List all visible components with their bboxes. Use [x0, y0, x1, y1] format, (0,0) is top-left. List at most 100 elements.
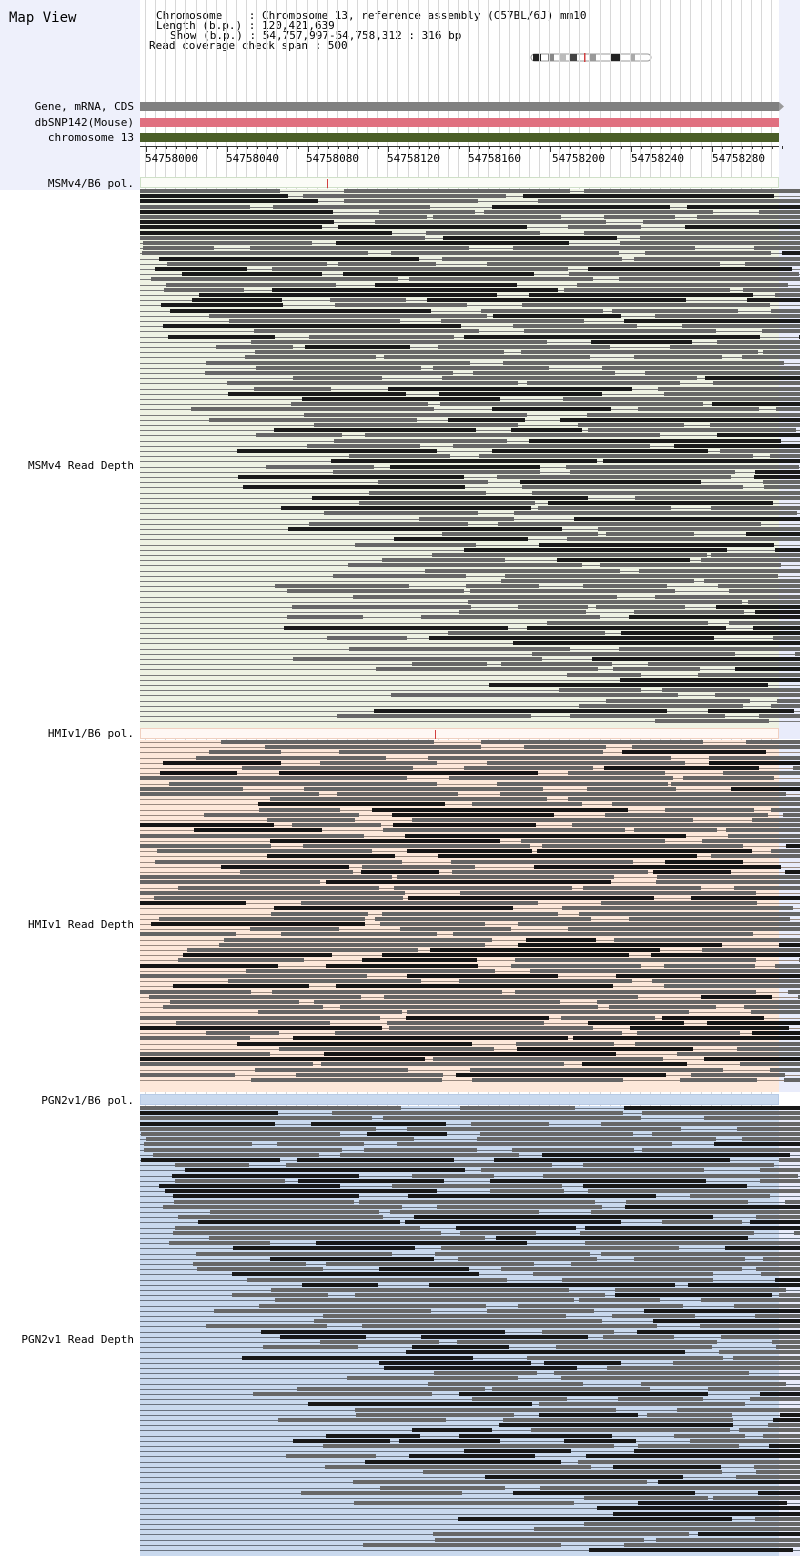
read-segment: [149, 995, 361, 999]
chromosome-ideogram[interactable]: [530, 53, 652, 62]
read-segment: [559, 688, 641, 692]
read-segment: [571, 1262, 800, 1266]
read-segment: [762, 329, 800, 333]
read-segment: [754, 475, 800, 479]
ruler-tick: [449, 146, 450, 149]
read-row-line: [140, 1477, 800, 1478]
read-segment: [522, 303, 770, 307]
read-segment: [266, 465, 374, 469]
read-segment: [752, 1031, 800, 1035]
read-segment: [621, 631, 800, 635]
read-segment: [382, 953, 629, 957]
chromosome-track-bar[interactable]: [140, 133, 779, 142]
read-segment: [588, 267, 792, 271]
read-segment: [308, 1402, 532, 1406]
hmiv1-read-depth-panel[interactable]: [140, 740, 800, 1092]
read-segment: [270, 1257, 434, 1261]
read-row-line: [140, 675, 800, 676]
ruler-tick: [409, 146, 410, 149]
ruler-tick: [560, 146, 561, 149]
read-segment: [773, 1418, 800, 1422]
read-segment: [168, 335, 275, 339]
read-segment: [340, 1005, 598, 1009]
read-segment: [301, 1491, 462, 1495]
read-segment: [793, 766, 800, 770]
pgn2v1-pol-track[interactable]: [140, 1094, 779, 1105]
read-segment: [141, 1132, 340, 1136]
read-segment: [140, 1036, 250, 1040]
read-segment: [140, 1122, 275, 1126]
read-segment: [365, 433, 660, 437]
read-segment: [246, 969, 495, 973]
read-segment: [332, 1111, 623, 1115]
ruler-tick: [267, 146, 268, 149]
read-segment: [784, 1078, 800, 1082]
read-segment: [325, 1465, 591, 1469]
read-segment: [751, 1010, 800, 1014]
msmv4-pol-track[interactable]: [140, 177, 779, 188]
pgn2v1-read-depth-panel[interactable]: [140, 1106, 800, 1556]
read-segment: [303, 194, 506, 198]
read-segment: [560, 418, 800, 422]
hmiv1-pol-track[interactable]: [140, 728, 779, 739]
polymorphism-marker[interactable]: [327, 179, 328, 188]
read-segment: [511, 964, 641, 968]
read-segment: [626, 1200, 748, 1204]
polymorphism-marker[interactable]: [435, 730, 436, 739]
read-segment: [206, 361, 470, 365]
read-segment: [662, 1220, 742, 1224]
msmv4-read-depth-panel[interactable]: [140, 189, 800, 739]
read-segment: [204, 813, 359, 817]
read-segment: [302, 1283, 378, 1287]
read-segment: [435, 1538, 644, 1542]
ruler-tick: [237, 146, 238, 149]
read-segment: [330, 298, 406, 302]
read-segment: [161, 303, 283, 307]
read-segment: [224, 938, 492, 942]
read-segment: [532, 491, 800, 495]
read-segment: [293, 1439, 390, 1443]
dbsnp-track-bar[interactable]: [140, 118, 779, 127]
read-segment: [338, 262, 436, 266]
read-segment: [511, 428, 582, 432]
ruler-tick: [166, 146, 167, 149]
read-segment: [372, 808, 628, 812]
read-segment: [293, 376, 382, 380]
read-segment: [500, 792, 786, 796]
read-segment: [272, 288, 558, 292]
read-segment: [624, 1543, 800, 1547]
read-segment: [664, 984, 800, 988]
read-segment: [513, 641, 800, 645]
read-segment: [577, 283, 788, 287]
ruler-tick: [722, 146, 723, 149]
genome-plot-area[interactable]: 54758000 54758040 54758080 54758120 5475…: [140, 0, 800, 1556]
ruler-tick: [146, 146, 147, 152]
read-segment: [704, 1057, 800, 1061]
read-segment: [140, 974, 367, 978]
read-segment: [245, 355, 376, 359]
read-segment: [606, 699, 750, 703]
gene-track-bar[interactable]: [140, 102, 779, 111]
ruler-tick: [631, 146, 632, 152]
ruler-tick: [641, 146, 642, 149]
read-segment: [501, 1267, 742, 1271]
read-row-line: [140, 804, 800, 805]
ruler-tick: [338, 146, 339, 149]
read-segment: [584, 231, 800, 235]
read-segment: [490, 1179, 706, 1183]
header-band: [0, 0, 140, 190]
read-segment: [449, 776, 673, 780]
read-segment: [140, 891, 405, 895]
read-segment: [492, 1387, 650, 1391]
read-segment: [459, 1392, 708, 1396]
read-segment: [441, 319, 584, 323]
read-segment: [442, 376, 697, 380]
read-segment: [243, 485, 465, 489]
ruler-tick: [287, 146, 288, 149]
read-row-line: [140, 1191, 800, 1192]
read-segment: [494, 1158, 730, 1162]
read-segment: [175, 1226, 420, 1230]
read-row-line: [140, 1493, 800, 1494]
read-segment: [209, 1236, 485, 1240]
read-segment: [140, 215, 427, 219]
